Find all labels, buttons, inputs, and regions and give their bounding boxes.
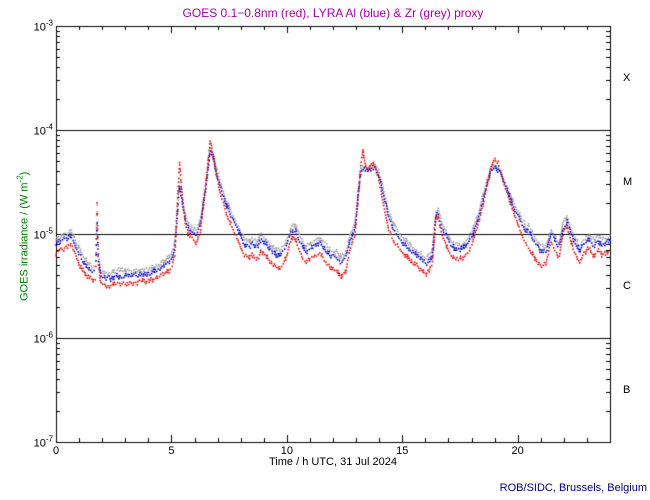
x-tick-label: 0	[52, 445, 60, 457]
y-axis-title-text: GOES irradiance / (W m	[18, 182, 31, 302]
chart-title: GOES 0.1−0.8nm (red), LYRA Al (blue) & Z…	[182, 6, 484, 20]
y-tick-label: 10-6	[33, 330, 53, 346]
y-tick-label: 10-7	[33, 434, 53, 450]
x-tick-label: 5	[168, 445, 175, 457]
x-tick-label: 15	[396, 445, 409, 457]
x-axis-title: Time / h UTC, 31 Jul 2024	[269, 456, 397, 468]
y-tick-label: 10-3	[33, 18, 53, 34]
y-tick-label: 10-4	[33, 122, 53, 138]
y-axis-title-close: )	[18, 171, 31, 176]
flare-class-label-c: C	[623, 280, 631, 292]
flare-class-label-m: M	[623, 176, 633, 188]
flare-class-label-x: X	[623, 72, 631, 84]
x-tick-label: 20	[511, 445, 524, 457]
credit-text: ROB/SIDC, Brussels, Belgium	[499, 482, 647, 494]
y-axis-title-exponent: -2	[15, 175, 25, 183]
x-tick-label: 10	[280, 445, 293, 457]
flare-class-label-b: B	[623, 384, 631, 396]
y-tick-label: 10-5	[33, 226, 53, 242]
